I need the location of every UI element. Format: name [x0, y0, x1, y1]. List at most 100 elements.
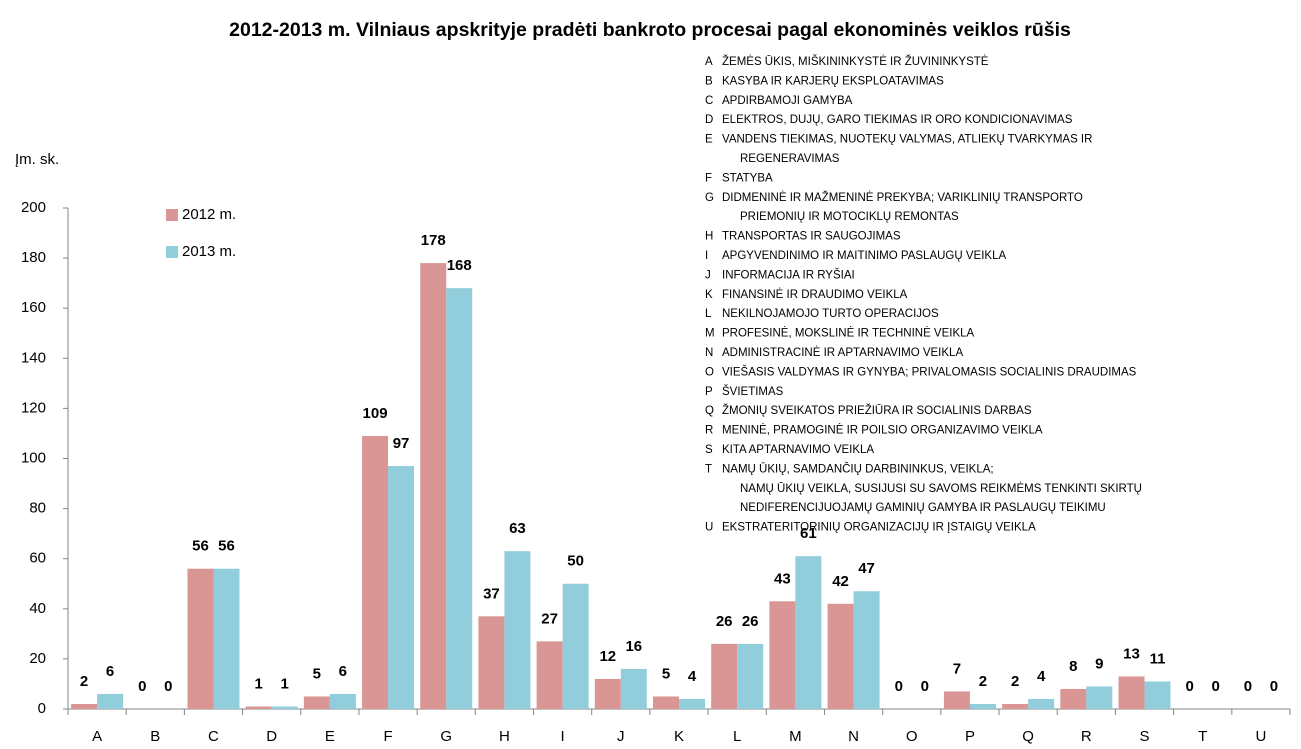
bar [478, 616, 505, 709]
y-tick-label: 60 [29, 550, 46, 567]
bar [329, 693, 356, 709]
value-label: 9 [1095, 655, 1103, 672]
value-label: 97 [393, 435, 410, 452]
category-code: L [705, 308, 712, 320]
bar [562, 583, 589, 709]
bar [853, 591, 880, 709]
value-label: 168 [447, 257, 472, 274]
value-label: 0 [921, 678, 929, 695]
value-label: 37 [483, 585, 500, 602]
legend-swatch [166, 246, 178, 258]
category-code: I [705, 250, 708, 262]
value-label: 1 [254, 675, 262, 692]
category-description: KITA APTARNAVIMO VEIKLA [722, 444, 874, 456]
bar [446, 288, 473, 709]
bar [1118, 676, 1145, 709]
x-tick-label: M [789, 728, 802, 745]
value-label: 2 [80, 673, 88, 690]
bar [1002, 703, 1029, 709]
value-label: 0 [895, 678, 903, 695]
x-tick-label: B [150, 728, 160, 745]
bar [536, 641, 563, 709]
value-label: 12 [599, 648, 616, 665]
value-label: 0 [1186, 678, 1194, 695]
category-code: F [705, 172, 712, 184]
y-tick-label: 200 [21, 199, 46, 216]
bar [187, 568, 214, 709]
category-code: E [705, 134, 713, 146]
bar [97, 693, 124, 709]
y-tick-label: 140 [21, 349, 46, 366]
x-tick-label: R [1081, 728, 1092, 745]
value-label: 26 [716, 613, 733, 630]
category-code: U [705, 522, 713, 534]
value-label: 0 [1212, 678, 1220, 695]
bar [1028, 698, 1055, 709]
x-tick-label: H [499, 728, 510, 745]
category-description: MENINĖ, PRAMOGINĖ IR POILSIO ORGANIZAVIM… [722, 424, 1043, 437]
category-code: K [705, 289, 713, 301]
y-tick-label: 20 [29, 650, 46, 667]
legend-label: 2012 m. [182, 206, 236, 223]
value-label: 0 [138, 678, 146, 695]
category-description: STATYBA [722, 172, 773, 184]
category-code: O [705, 366, 714, 378]
category-description: NAMŲ ŪKIŲ, SAMDANČIŲ DARBININKUS, VEIKLA… [722, 462, 994, 475]
category-code: B [705, 75, 713, 87]
x-tick-label: Q [1022, 728, 1034, 745]
x-tick-label: E [325, 728, 335, 745]
legend-swatch [166, 209, 178, 221]
value-label: 0 [164, 678, 172, 695]
y-tick-label: 0 [38, 700, 46, 717]
x-tick-label: T [1198, 728, 1207, 745]
bar [213, 568, 240, 709]
category-description: ADMINISTRACINĖ IR APTARNAVIMO VEIKLA [722, 346, 963, 359]
value-label: 1 [280, 675, 288, 692]
x-tick-label: S [1140, 728, 1150, 745]
x-tick-label: D [266, 728, 277, 745]
x-tick-label: A [92, 728, 102, 745]
bar [943, 691, 970, 709]
bar [653, 696, 679, 709]
y-tick-label: 180 [21, 249, 46, 266]
value-label: 16 [625, 638, 642, 655]
category-code: J [705, 269, 711, 281]
value-label: 8 [1069, 658, 1077, 675]
category-description: ŽEMĖS ŪKIS, MIŠKININKYSTĖ IR ŽUVININKYST… [722, 55, 989, 68]
y-tick-label: 160 [21, 299, 46, 316]
category-description: APDIRBAMOJI GAMYBA [722, 95, 853, 107]
category-code: S [705, 444, 713, 456]
value-label: 6 [106, 663, 114, 680]
y-tick-label: 40 [29, 600, 46, 617]
value-label: 43 [774, 570, 791, 587]
bar [303, 696, 330, 709]
chart-title: 2012-2013 m. Vilniaus apskrityje pradėti… [229, 19, 1071, 41]
category-description: ŽMONIŲ SVEIKATOS PRIEŽIŪRA IR SOCIALINIS… [722, 404, 1032, 417]
bar [504, 551, 531, 709]
value-label: 63 [509, 520, 526, 537]
category-description: DIDMENINĖ IR MAŽMENINĖ PREKYBA; VARIKLIN… [722, 191, 1083, 204]
category-description: EKSTRATERITORINIŲ ORGANIZACIJŲ IR ĮSTAIG… [722, 522, 1036, 534]
category-description: PRIEMONIŲ IR MOTOCIKLŲ REMONTAS [740, 211, 959, 223]
value-label: 42 [832, 573, 849, 590]
bar [245, 706, 272, 709]
bar [769, 601, 796, 709]
value-label: 61 [800, 525, 817, 542]
value-label: 50 [567, 553, 584, 570]
category-description: ELEKTROS, DUJŲ, GARO TIEKIMAS IR ORO KON… [722, 114, 1073, 126]
category-description: REGENERAVIMAS [740, 153, 840, 165]
category-description: INFORMACIJA IR RYŠIAI [722, 268, 855, 281]
value-label: 0 [1270, 678, 1278, 695]
bar [737, 643, 764, 709]
value-label: 27 [541, 610, 558, 627]
category-code: N [705, 347, 713, 359]
category-description: APGYVENDINIMO IR MAITINIMO PASLAUGŲ VEIK… [722, 250, 1006, 262]
x-tick-label: J [617, 728, 625, 745]
value-label: 4 [688, 668, 697, 685]
bar [711, 643, 738, 709]
bar [795, 556, 822, 709]
value-label: 47 [858, 560, 875, 577]
category-code: A [705, 56, 713, 68]
value-label: 56 [192, 538, 209, 555]
